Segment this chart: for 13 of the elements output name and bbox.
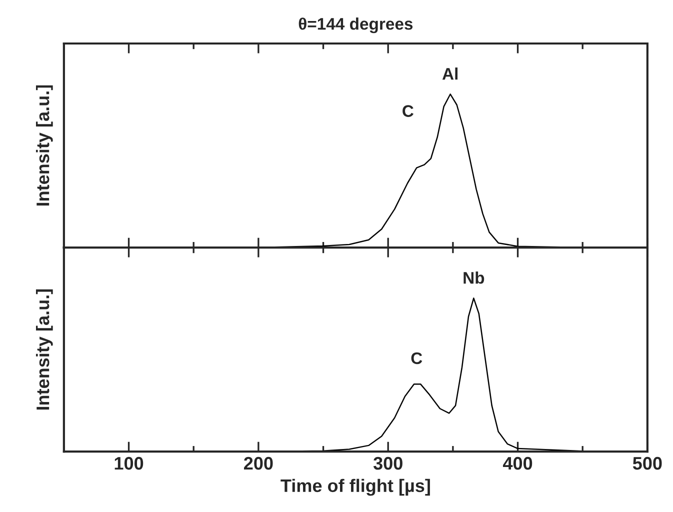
x-tick-label: 100 [114,456,144,470]
x-tick-label: 400 [502,456,532,470]
y-axis-title: Intensity [a.u.] [36,289,53,410]
x-tick-label: 300 [373,456,402,470]
x-tick-label: 500 [632,456,662,470]
annotation: Al [442,67,458,80]
annotation: Nb [464,272,484,284]
chart-title: θ=144 degrees [298,18,413,34]
annotation: C [402,105,414,117]
x-axis-title: Time of flight [µs] [280,478,430,496]
y-axis-title: Intensity [a.u.] [36,85,53,206]
x-tick-label: 200 [244,456,273,470]
annotation: C [411,352,422,364]
